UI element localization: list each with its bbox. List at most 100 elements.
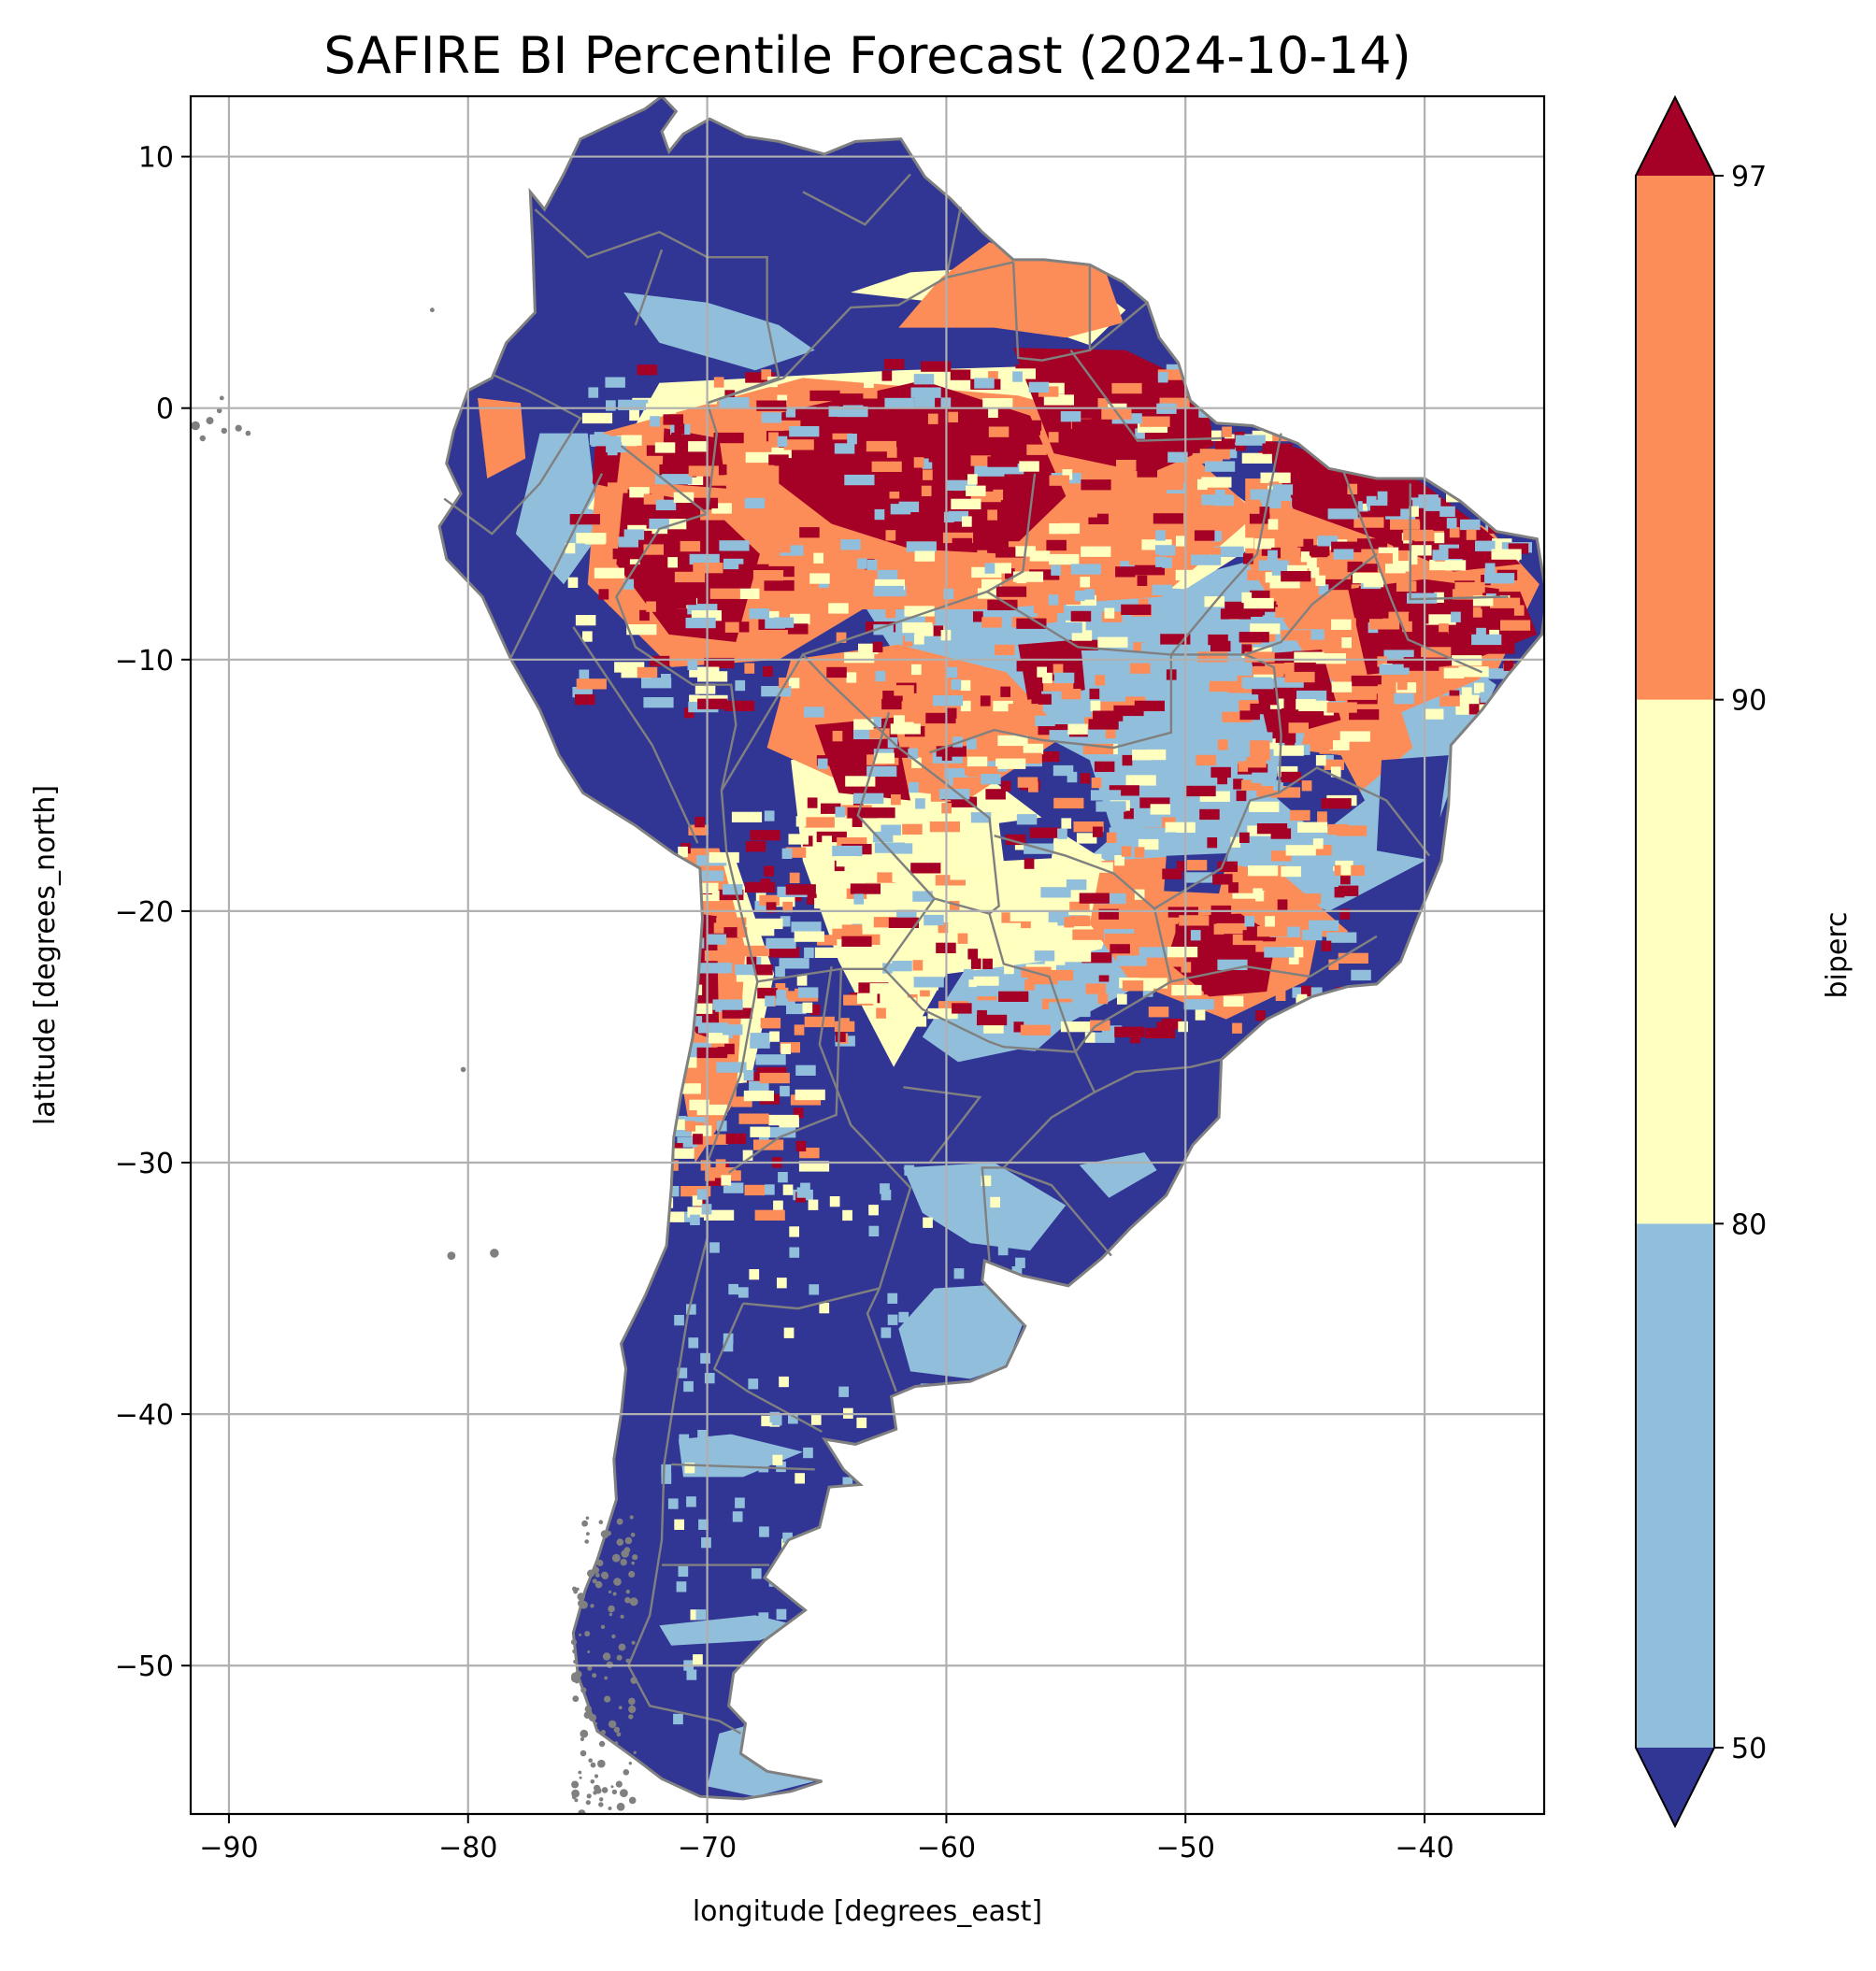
speckle-cell <box>695 683 716 694</box>
speckle-cell <box>716 917 747 928</box>
speckle-cell <box>1060 411 1081 422</box>
speckle-cell <box>1331 619 1352 630</box>
speckle-cell <box>639 609 650 621</box>
speckle-cell <box>915 1347 925 1358</box>
island <box>604 1676 609 1680</box>
speckle-cell <box>1190 930 1201 941</box>
speckle-cell <box>924 807 954 819</box>
speckle-cell <box>1016 814 1038 825</box>
speckle-cell <box>705 1170 715 1181</box>
speckle-cell <box>807 893 817 905</box>
speckle-cell <box>1330 766 1341 778</box>
speckle-cell <box>1394 693 1414 705</box>
island <box>594 1721 598 1725</box>
speckle-cell <box>1053 672 1075 683</box>
speckle-cell <box>976 985 1008 997</box>
speckle-cell <box>1066 879 1087 891</box>
speckle-cell <box>1085 983 1107 994</box>
speckle-cell <box>1004 963 1014 975</box>
speckle-cell <box>776 1461 786 1473</box>
speckle-cell <box>775 966 785 978</box>
speckle-cell <box>1513 605 1525 616</box>
border-line <box>929 654 1173 754</box>
speckle-cell <box>576 533 607 544</box>
speckle-cell <box>1247 569 1258 581</box>
speckle-cell <box>890 723 921 735</box>
island <box>615 1780 623 1788</box>
speckle-cell <box>838 1386 849 1397</box>
speckle-cell <box>761 686 792 697</box>
speckle-cell <box>752 918 783 930</box>
speckle-cell <box>886 997 917 1008</box>
speckle-cell <box>1060 1021 1092 1033</box>
speckle-cell <box>1138 598 1149 609</box>
speckle-cell <box>946 479 977 491</box>
speckle-cell <box>783 430 794 441</box>
speckle-cell <box>1049 1002 1080 1013</box>
speckle-cell <box>1480 692 1491 703</box>
speckle-cell <box>832 928 863 939</box>
speckle-cell <box>1141 817 1163 828</box>
speckle-cell <box>1378 607 1389 619</box>
speckle-cell <box>689 553 720 565</box>
speckle-cell <box>768 454 789 465</box>
speckle-cell <box>1005 834 1026 846</box>
speckle-cell <box>1256 926 1288 937</box>
speckle-cell <box>873 585 904 597</box>
speckle-cell <box>1261 545 1272 556</box>
speckle-cell <box>1367 499 1388 511</box>
speckle-cell <box>749 1269 760 1280</box>
speckle-cell <box>1141 539 1172 550</box>
border-line <box>802 173 911 226</box>
speckle-cell <box>637 364 657 376</box>
speckle-cell <box>700 489 731 500</box>
speckle-cell <box>1081 479 1111 491</box>
speckle-cell <box>789 872 800 883</box>
speckle-cell <box>950 369 971 380</box>
speckle-cell <box>664 1211 684 1222</box>
speckle-cell <box>1423 708 1444 720</box>
speckle-cell <box>744 925 775 936</box>
speckle-cell <box>981 578 1002 590</box>
speckle-cell <box>576 678 607 690</box>
speckle-cell <box>673 492 695 503</box>
speckle-cell <box>874 752 895 764</box>
speckle-cell <box>706 934 726 945</box>
speckle-cell <box>768 610 780 622</box>
speckle-cell <box>704 1209 735 1221</box>
speckle-cell <box>738 1113 769 1124</box>
border-line <box>572 626 699 844</box>
speckle-cell <box>780 916 791 927</box>
speckle-cell <box>1459 694 1480 706</box>
island <box>611 1553 621 1563</box>
speckle-cell <box>1048 911 1069 922</box>
speckle-cell <box>1028 381 1050 393</box>
island <box>618 1706 623 1710</box>
island <box>584 1631 591 1637</box>
border-line <box>1169 433 1282 656</box>
speckle-cell <box>789 1226 799 1237</box>
speckle-cell <box>1232 1022 1242 1034</box>
speckle-cell <box>768 1114 799 1126</box>
speckle-cell <box>697 698 728 709</box>
speckle-cell <box>1419 510 1440 522</box>
speckle-cell <box>866 765 897 777</box>
speckle-cell <box>1315 755 1326 766</box>
speckle-cell <box>952 1003 972 1014</box>
speckle-cell <box>853 893 865 905</box>
speckle-cell <box>873 624 894 636</box>
speckle-cell <box>955 629 986 640</box>
speckle-cell <box>745 372 776 383</box>
colorbar-tick-label: 97 <box>1731 161 1767 193</box>
speckle-cell <box>1081 546 1111 557</box>
speckle-cell <box>1160 634 1191 645</box>
speckle-cell <box>1393 540 1404 551</box>
speckle-cell <box>872 641 883 652</box>
speckle-cell <box>1067 723 1088 735</box>
island <box>616 1732 622 1737</box>
speckle-cell <box>1027 876 1038 888</box>
speckle-cell <box>906 541 937 552</box>
speckle-cell <box>857 388 878 399</box>
speckle-cell <box>850 883 881 894</box>
speckle-cell <box>898 1311 909 1323</box>
